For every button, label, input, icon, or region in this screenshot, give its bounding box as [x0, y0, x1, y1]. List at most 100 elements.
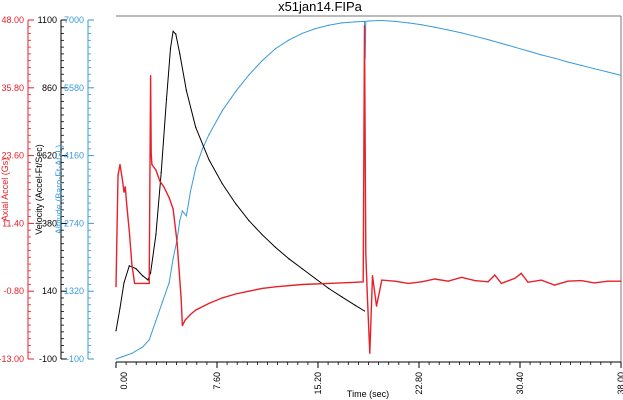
point-altitude	[248, 74, 250, 76]
point-altitude	[367, 20, 370, 22]
point-altitude	[274, 48, 277, 50]
point-accel	[474, 280, 476, 282]
point-accel	[580, 280, 582, 282]
point-accel	[248, 290, 250, 292]
point-velocity	[160, 171, 162, 174]
y-tick-label-accel: 11.40	[2, 218, 24, 228]
y-tick-label-accel: 35.80	[1, 83, 24, 93]
x-tick-label: 22.80	[414, 372, 424, 395]
point-altitude	[155, 320, 157, 322]
point-accel	[150, 75, 152, 77]
point-accel	[159, 180, 161, 182]
point-altitude	[195, 167, 197, 169]
point-accel	[122, 180, 124, 182]
point-velocity	[119, 307, 121, 309]
point-accel	[369, 352, 371, 354]
point-velocity	[165, 98, 168, 100]
point-accel	[301, 283, 303, 286]
point-altitude	[620, 74, 622, 76]
point-altitude	[341, 22, 343, 24]
point-velocity	[179, 53, 181, 55]
point-accel	[366, 291, 368, 293]
y-tick-label-accel: -13.00	[0, 354, 24, 364]
point-velocity	[142, 275, 144, 277]
point-velocity	[314, 277, 316, 280]
point-velocity	[208, 159, 210, 161]
point-accel	[554, 284, 556, 286]
point-accel	[148, 282, 150, 284]
point-accel	[500, 282, 502, 284]
x-tick-label: 7.60	[212, 372, 222, 390]
point-velocity	[185, 90, 187, 92]
point-accel	[117, 175, 119, 177]
point-altitude	[148, 339, 150, 341]
series-altitude	[115, 19, 622, 360]
point-altitude	[514, 46, 516, 48]
point-accel	[181, 325, 183, 327]
point-accel	[176, 241, 178, 243]
point-altitude	[189, 191, 191, 193]
point-altitude	[540, 54, 542, 56]
point-altitude	[301, 32, 303, 35]
point-accel	[434, 278, 436, 280]
point-altitude	[208, 134, 210, 136]
y-axis-accel: -13.00 -0.80 11.40 23.60 35.80 48.00 Axial Acc…	[0, 15, 34, 364]
point-velocity	[147, 279, 149, 281]
point-altitude	[122, 356, 124, 358]
point-accel	[620, 280, 622, 282]
point-accel	[136, 282, 138, 284]
point-accel	[494, 274, 496, 276]
point-accel	[124, 186, 126, 188]
point-altitude	[115, 358, 117, 360]
x-tick-label: 0.00	[119, 372, 129, 390]
y-tick-label-accel: 48.00	[1, 15, 24, 25]
point-accel	[189, 313, 191, 316]
point-accel	[208, 302, 210, 304]
point-altitude	[527, 50, 529, 52]
point-altitude	[365, 20, 367, 22]
y-tick-label-altitude: -100	[66, 354, 84, 364]
point-accel	[363, 25, 366, 27]
point-altitude	[421, 24, 423, 26]
y-axis-title-accel: Axial Accel (Gs)	[0, 158, 10, 222]
point-velocity	[115, 330, 117, 332]
point-accel	[123, 191, 125, 193]
y-tick-label-velocity: 380	[42, 218, 57, 228]
point-accel	[394, 280, 396, 282]
point-altitude	[142, 346, 144, 348]
series-line-accel	[115, 25, 621, 354]
point-velocity	[261, 234, 263, 236]
point-accel	[593, 282, 596, 284]
point-accel	[119, 163, 121, 166]
point-velocity	[328, 287, 330, 289]
y-tick-label-velocity: 1100	[38, 15, 57, 25]
point-altitude	[580, 64, 582, 66]
point-altitude	[394, 20, 396, 22]
point-accel	[520, 272, 522, 274]
point-accel	[460, 276, 463, 278]
y-tick-label-velocity: 860	[42, 83, 57, 93]
point-velocity	[341, 296, 343, 298]
series-line-velocity	[115, 30, 365, 331]
point-altitude	[381, 19, 383, 22]
y-axis-title-altitude: Altitude (Baro-Ft-AGL)	[54, 145, 64, 235]
point-velocity	[274, 246, 277, 248]
point-altitude	[434, 26, 436, 28]
point-altitude	[221, 110, 223, 112]
point-accel	[421, 281, 423, 283]
point-accel	[151, 163, 153, 166]
y-tick-label-altitude: 1320	[64, 286, 84, 296]
point-velocity	[172, 30, 174, 32]
point-altitude	[168, 282, 170, 284]
point-altitude	[460, 32, 463, 34]
point-accel	[180, 297, 182, 299]
point-altitude	[179, 219, 181, 222]
point-accel	[274, 286, 277, 288]
point-velocity	[123, 282, 125, 284]
point-accel	[407, 282, 409, 284]
point-accel	[150, 152, 152, 154]
point-altitude	[172, 258, 174, 260]
point-altitude	[447, 29, 449, 31]
point-accel	[514, 277, 516, 279]
point-altitude	[288, 39, 290, 41]
